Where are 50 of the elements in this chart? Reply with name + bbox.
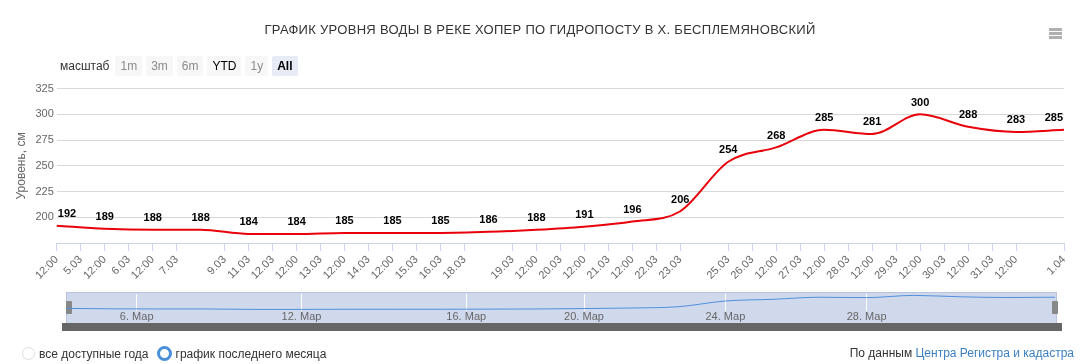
data-label: 191: [575, 208, 594, 221]
x-tick-label: 5.03: [60, 252, 85, 277]
text: Центра Регистра и кадастра: [915, 346, 1074, 360]
chart-title: ГРАФИК УРОВНЯ ВОДЫ В РЕКЕ ХОПЕР ПО ГИДРОПОСТУ В Х. БЕСПЛЕМЯНОВСКИЙ: [263, 22, 817, 37]
data-label: 206: [671, 192, 690, 205]
y-tick-label: 300: [35, 107, 54, 120]
text: 1m: [115, 56, 143, 76]
text: YTD: [207, 56, 242, 76]
y-axis-title: Уровень, см: [13, 132, 28, 200]
text: масштаб: [60, 59, 110, 73]
y-tick-label: 325: [35, 81, 54, 94]
data-label: 300: [910, 95, 930, 108]
data-label: 196: [623, 203, 642, 216]
data-label: 188: [143, 211, 162, 224]
data-label: 185: [431, 214, 450, 227]
x-tick-label: 7.03: [156, 252, 181, 277]
y-tick-label: 225: [35, 184, 54, 197]
data-label: 189: [95, 210, 114, 223]
x-tick-label: 12. Мар: [281, 310, 322, 323]
text: All: [272, 56, 298, 76]
x-tick-label: 16. Мар: [446, 310, 487, 323]
y-tick-label: 250: [35, 158, 54, 171]
x-tick-label: 9.03: [204, 252, 229, 277]
x-tick-label: 20. Мар: [564, 310, 604, 323]
data-label: 283: [1006, 113, 1026, 126]
data-label: 285: [815, 111, 834, 124]
data-label: 288: [958, 108, 978, 121]
text: 1y: [245, 56, 269, 76]
text: график последнего месяца: [175, 346, 327, 361]
data-label: 185: [383, 214, 402, 227]
data-label: 192: [57, 207, 77, 220]
text: 3m: [146, 56, 173, 76]
data-label: 285: [1044, 111, 1063, 124]
x-tick-label: 28. Мар: [846, 310, 887, 323]
text: все доступные года: [39, 346, 149, 361]
data-label: 185: [335, 214, 354, 227]
y-tick-label: 275: [35, 133, 54, 146]
data-label: 184: [287, 215, 307, 228]
data-label: 186: [479, 213, 498, 226]
data-label: 188: [191, 211, 210, 224]
data-label: 184: [239, 215, 259, 228]
data-label: 268: [767, 128, 786, 141]
text: 6m: [176, 56, 204, 76]
data-label: 281: [862, 115, 882, 128]
data-label: 188: [527, 211, 546, 224]
text: По данным: [849, 346, 913, 360]
y-tick-label: 200: [35, 210, 54, 223]
x-tick-label: 24. Мар: [705, 310, 746, 323]
x-tick-label: 6. Мар: [119, 310, 154, 323]
data-label: 254: [719, 143, 739, 156]
